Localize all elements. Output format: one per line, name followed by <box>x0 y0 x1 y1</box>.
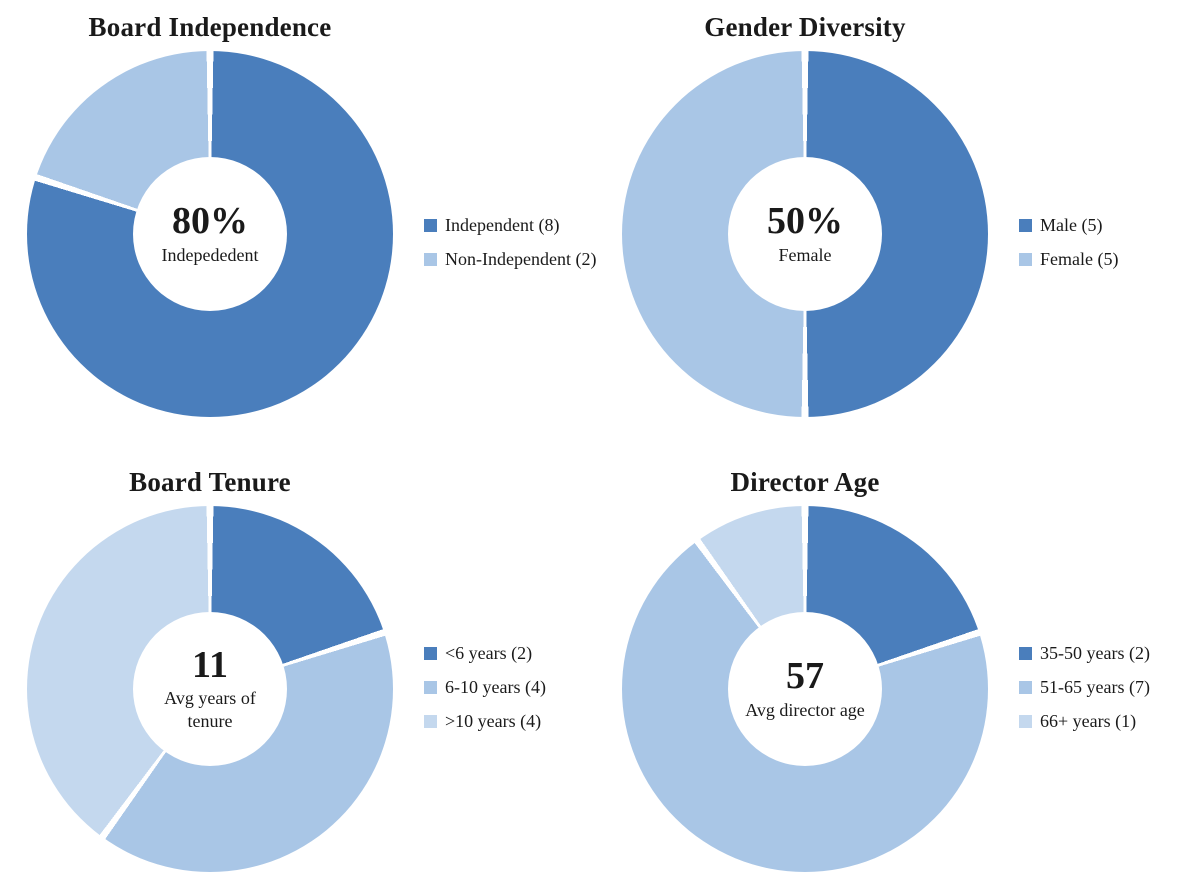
legend: <6 years (2) 6-10 years (4) >10 years (4… <box>420 455 595 890</box>
chart-cell-gender-diversity: Gender Diversity 50% Female Male (5) Fem… <box>595 0 1190 455</box>
legend-swatch <box>424 681 437 694</box>
center-value: 50% <box>767 199 843 242</box>
legend-swatch <box>1019 715 1032 728</box>
donut-chart: 57 Avg director age <box>622 506 988 872</box>
legend-label: Non-Independent (2) <box>445 249 597 269</box>
donut-chart: 11 Avg years of tenure <box>27 506 393 872</box>
chart-cell-director-age: Director Age 57 Avg director age 35-50 y… <box>595 455 1190 890</box>
donut-center: 11 Avg years of tenure <box>133 612 287 766</box>
legend-item: Non-Independent (2) <box>424 249 596 270</box>
legend-item: Female (5) <box>1019 249 1190 270</box>
chart-cell-board-tenure: Board Tenure 11 Avg years of tenure <6 y… <box>0 455 595 890</box>
legend-label: Male (5) <box>1040 215 1103 235</box>
legend-label: 6-10 years (4) <box>445 677 546 697</box>
legend-swatch <box>424 253 437 266</box>
legend-label: 51-65 years (7) <box>1040 677 1150 697</box>
legend: 35-50 years (2) 51-65 years (7) 66+ year… <box>1015 455 1190 890</box>
legend-swatch <box>424 647 437 660</box>
chart-title: Board Independence <box>88 12 332 42</box>
center-label: Avg years of tenure <box>164 688 256 731</box>
legend-swatch <box>424 715 437 728</box>
legend-item: Male (5) <box>1019 215 1190 236</box>
legend-swatch <box>1019 681 1032 694</box>
center-label: Indepededent <box>161 244 259 265</box>
chart-title: Gender Diversity <box>704 12 906 42</box>
chart-column: Board Independence 80% Indepededent <box>0 0 420 455</box>
donut-chart: 50% Female <box>622 51 988 417</box>
legend-item: 6-10 years (4) <box>424 677 595 698</box>
donut-center: 80% Indepededent <box>133 157 287 311</box>
center-value: 80% <box>172 199 248 242</box>
legend-item: <6 years (2) <box>424 643 595 664</box>
legend-item: 66+ years (1) <box>1019 711 1190 732</box>
legend-swatch <box>424 219 437 232</box>
donut-center: 57 Avg director age <box>728 612 882 766</box>
legend-swatch <box>1019 253 1032 266</box>
legend-label: Female (5) <box>1040 249 1119 269</box>
donut-center: 50% Female <box>728 157 882 311</box>
legend-label: >10 years (4) <box>445 711 542 731</box>
legend-label: Independent (8) <box>445 215 560 235</box>
legend-label: 66+ years (1) <box>1040 711 1137 731</box>
donut-chart: 80% Indepededent <box>27 51 393 417</box>
legend: Male (5) Female (5) <box>1015 0 1190 455</box>
legend-item: >10 years (4) <box>424 711 595 732</box>
legend-label: <6 years (2) <box>445 643 533 663</box>
center-label: Avg director age <box>745 699 865 720</box>
legend-item: 35-50 years (2) <box>1019 643 1190 664</box>
center-label: Female <box>778 244 832 265</box>
center-value: 11 <box>192 643 228 686</box>
chart-title: Director Age <box>730 467 880 497</box>
legend: Independent (8) Non-Independent (2) <box>420 0 596 455</box>
legend-swatch <box>1019 647 1032 660</box>
legend-label: 35-50 years (2) <box>1040 643 1150 663</box>
chart-column: Director Age 57 Avg director age <box>595 455 1015 890</box>
chart-column: Gender Diversity 50% Female <box>595 0 1015 455</box>
chart-title: Board Tenure <box>129 467 291 497</box>
center-value: 57 <box>786 654 824 697</box>
chart-column: Board Tenure 11 Avg years of tenure <box>0 455 420 890</box>
legend-item: Independent (8) <box>424 215 596 236</box>
chart-cell-board-independence: Board Independence 80% Indepededent Inde… <box>0 0 596 455</box>
legend-item: 51-65 years (7) <box>1019 677 1190 698</box>
legend-swatch <box>1019 219 1032 232</box>
